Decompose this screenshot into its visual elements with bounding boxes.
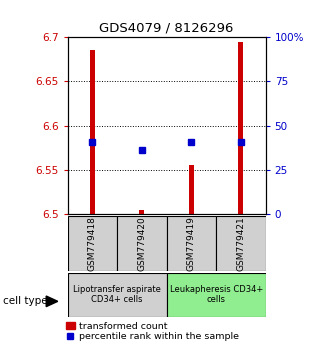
Text: GSM779419: GSM779419	[187, 216, 196, 271]
Text: GSM779421: GSM779421	[236, 216, 246, 271]
Bar	[167, 216, 216, 271]
Legend: transformed count, percentile rank within the sample: transformed count, percentile rank withi…	[66, 321, 239, 342]
Text: GSM779418: GSM779418	[88, 216, 97, 271]
Text: Leukapheresis CD34+
cells: Leukapheresis CD34+ cells	[170, 285, 263, 304]
Bar	[167, 273, 266, 317]
Bar	[68, 273, 167, 317]
Bar	[117, 216, 167, 271]
Bar	[216, 216, 266, 271]
Bar	[238, 41, 244, 214]
Bar	[68, 216, 117, 271]
Text: GSM779420: GSM779420	[137, 216, 147, 271]
Bar	[189, 165, 194, 214]
Bar	[90, 50, 95, 214]
Text: cell type: cell type	[3, 296, 48, 306]
Bar	[139, 210, 145, 214]
Title: GDS4079 / 8126296: GDS4079 / 8126296	[99, 22, 234, 35]
Text: Lipotransfer aspirate
CD34+ cells: Lipotransfer aspirate CD34+ cells	[73, 285, 161, 304]
